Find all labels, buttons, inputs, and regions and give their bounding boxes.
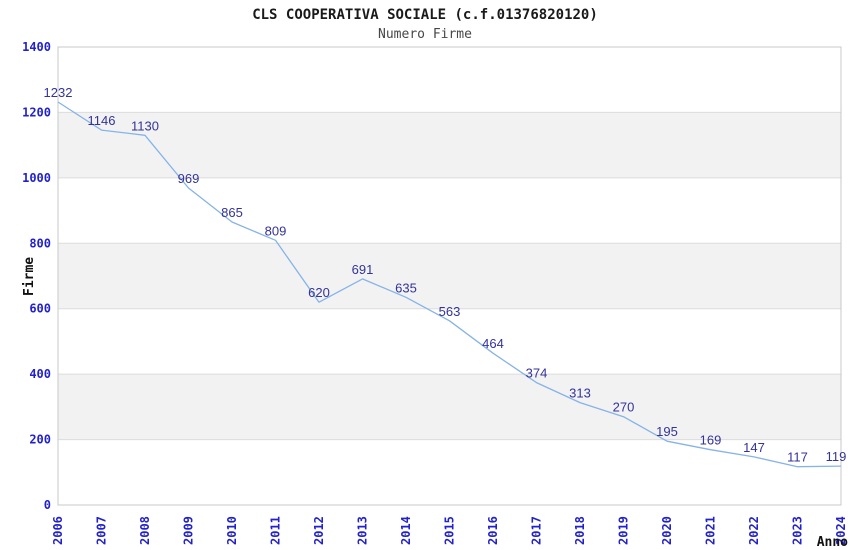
x-tick-label: 2013 — [356, 516, 370, 545]
data-point-label: 169 — [700, 433, 722, 448]
y-axis-title: Firme — [22, 257, 37, 296]
data-point-label: 119 — [826, 449, 847, 464]
data-line — [57, 101, 842, 468]
data-point-label: 691 — [352, 262, 374, 277]
data-point-label: 374 — [526, 366, 548, 381]
data-point-label: 270 — [613, 400, 635, 415]
x-tick-label: 2021 — [704, 516, 718, 545]
data-point-label: 147 — [743, 440, 765, 455]
data-point-label: 865 — [221, 205, 243, 220]
x-tick-label: 2022 — [747, 516, 761, 545]
data-point-label: 809 — [265, 223, 287, 238]
x-tick-label: 2016 — [486, 516, 500, 545]
x-axis-title: Anno — [817, 535, 848, 550]
x-tick-label: 2008 — [138, 516, 152, 545]
data-point-label: 635 — [395, 280, 417, 295]
y-tick-label: 600 — [29, 302, 51, 316]
x-tick-label: 2010 — [225, 516, 239, 545]
y-tick-label: 1000 — [22, 171, 51, 185]
x-tick-label: 2007 — [95, 516, 109, 545]
y-tick-label: 1200 — [22, 105, 51, 119]
data-point-label: 117 — [787, 450, 808, 465]
x-tick-label: 2018 — [573, 516, 587, 545]
x-tick-label: 2009 — [182, 516, 196, 545]
chart-subtitle: Numero Firme — [378, 27, 472, 42]
x-tick-label: 2019 — [617, 516, 631, 545]
x-tick-label: 2014 — [399, 516, 413, 545]
x-tick-label: 2006 — [51, 516, 65, 545]
x-tick-label: 2023 — [791, 516, 805, 545]
data-point-label: 464 — [482, 336, 504, 351]
y-tick-label: 800 — [29, 236, 51, 250]
data-point-label: 1146 — [88, 113, 116, 128]
data-point-label: 313 — [569, 386, 591, 401]
x-tick-label: 2020 — [660, 516, 674, 545]
x-tick-label: 2024 — [834, 516, 848, 545]
x-tick-label: 2015 — [443, 516, 457, 545]
data-point-label: 969 — [178, 171, 200, 186]
data-point-label: 563 — [439, 304, 461, 319]
x-tick-label: 2011 — [269, 516, 283, 545]
data-point-label: 1232 — [44, 85, 73, 100]
x-tick-label: 2017 — [530, 516, 544, 545]
y-tick-label: 1400 — [22, 40, 51, 54]
y-tick-label: 0 — [44, 498, 51, 512]
y-tick-label: 200 — [29, 433, 51, 447]
y-tick-label: 400 — [29, 367, 51, 381]
x-tick-label: 2012 — [312, 516, 326, 545]
data-point-label: 195 — [656, 424, 678, 439]
plot-border — [57, 46, 842, 506]
data-point-label: 1130 — [131, 118, 159, 133]
band — [58, 243, 841, 309]
data-point-label: 620 — [308, 285, 330, 300]
band — [58, 374, 841, 440]
band — [58, 112, 841, 178]
chart-title: CLS COOPERATIVA SOCIALE (c.f.01376820120… — [252, 7, 598, 23]
